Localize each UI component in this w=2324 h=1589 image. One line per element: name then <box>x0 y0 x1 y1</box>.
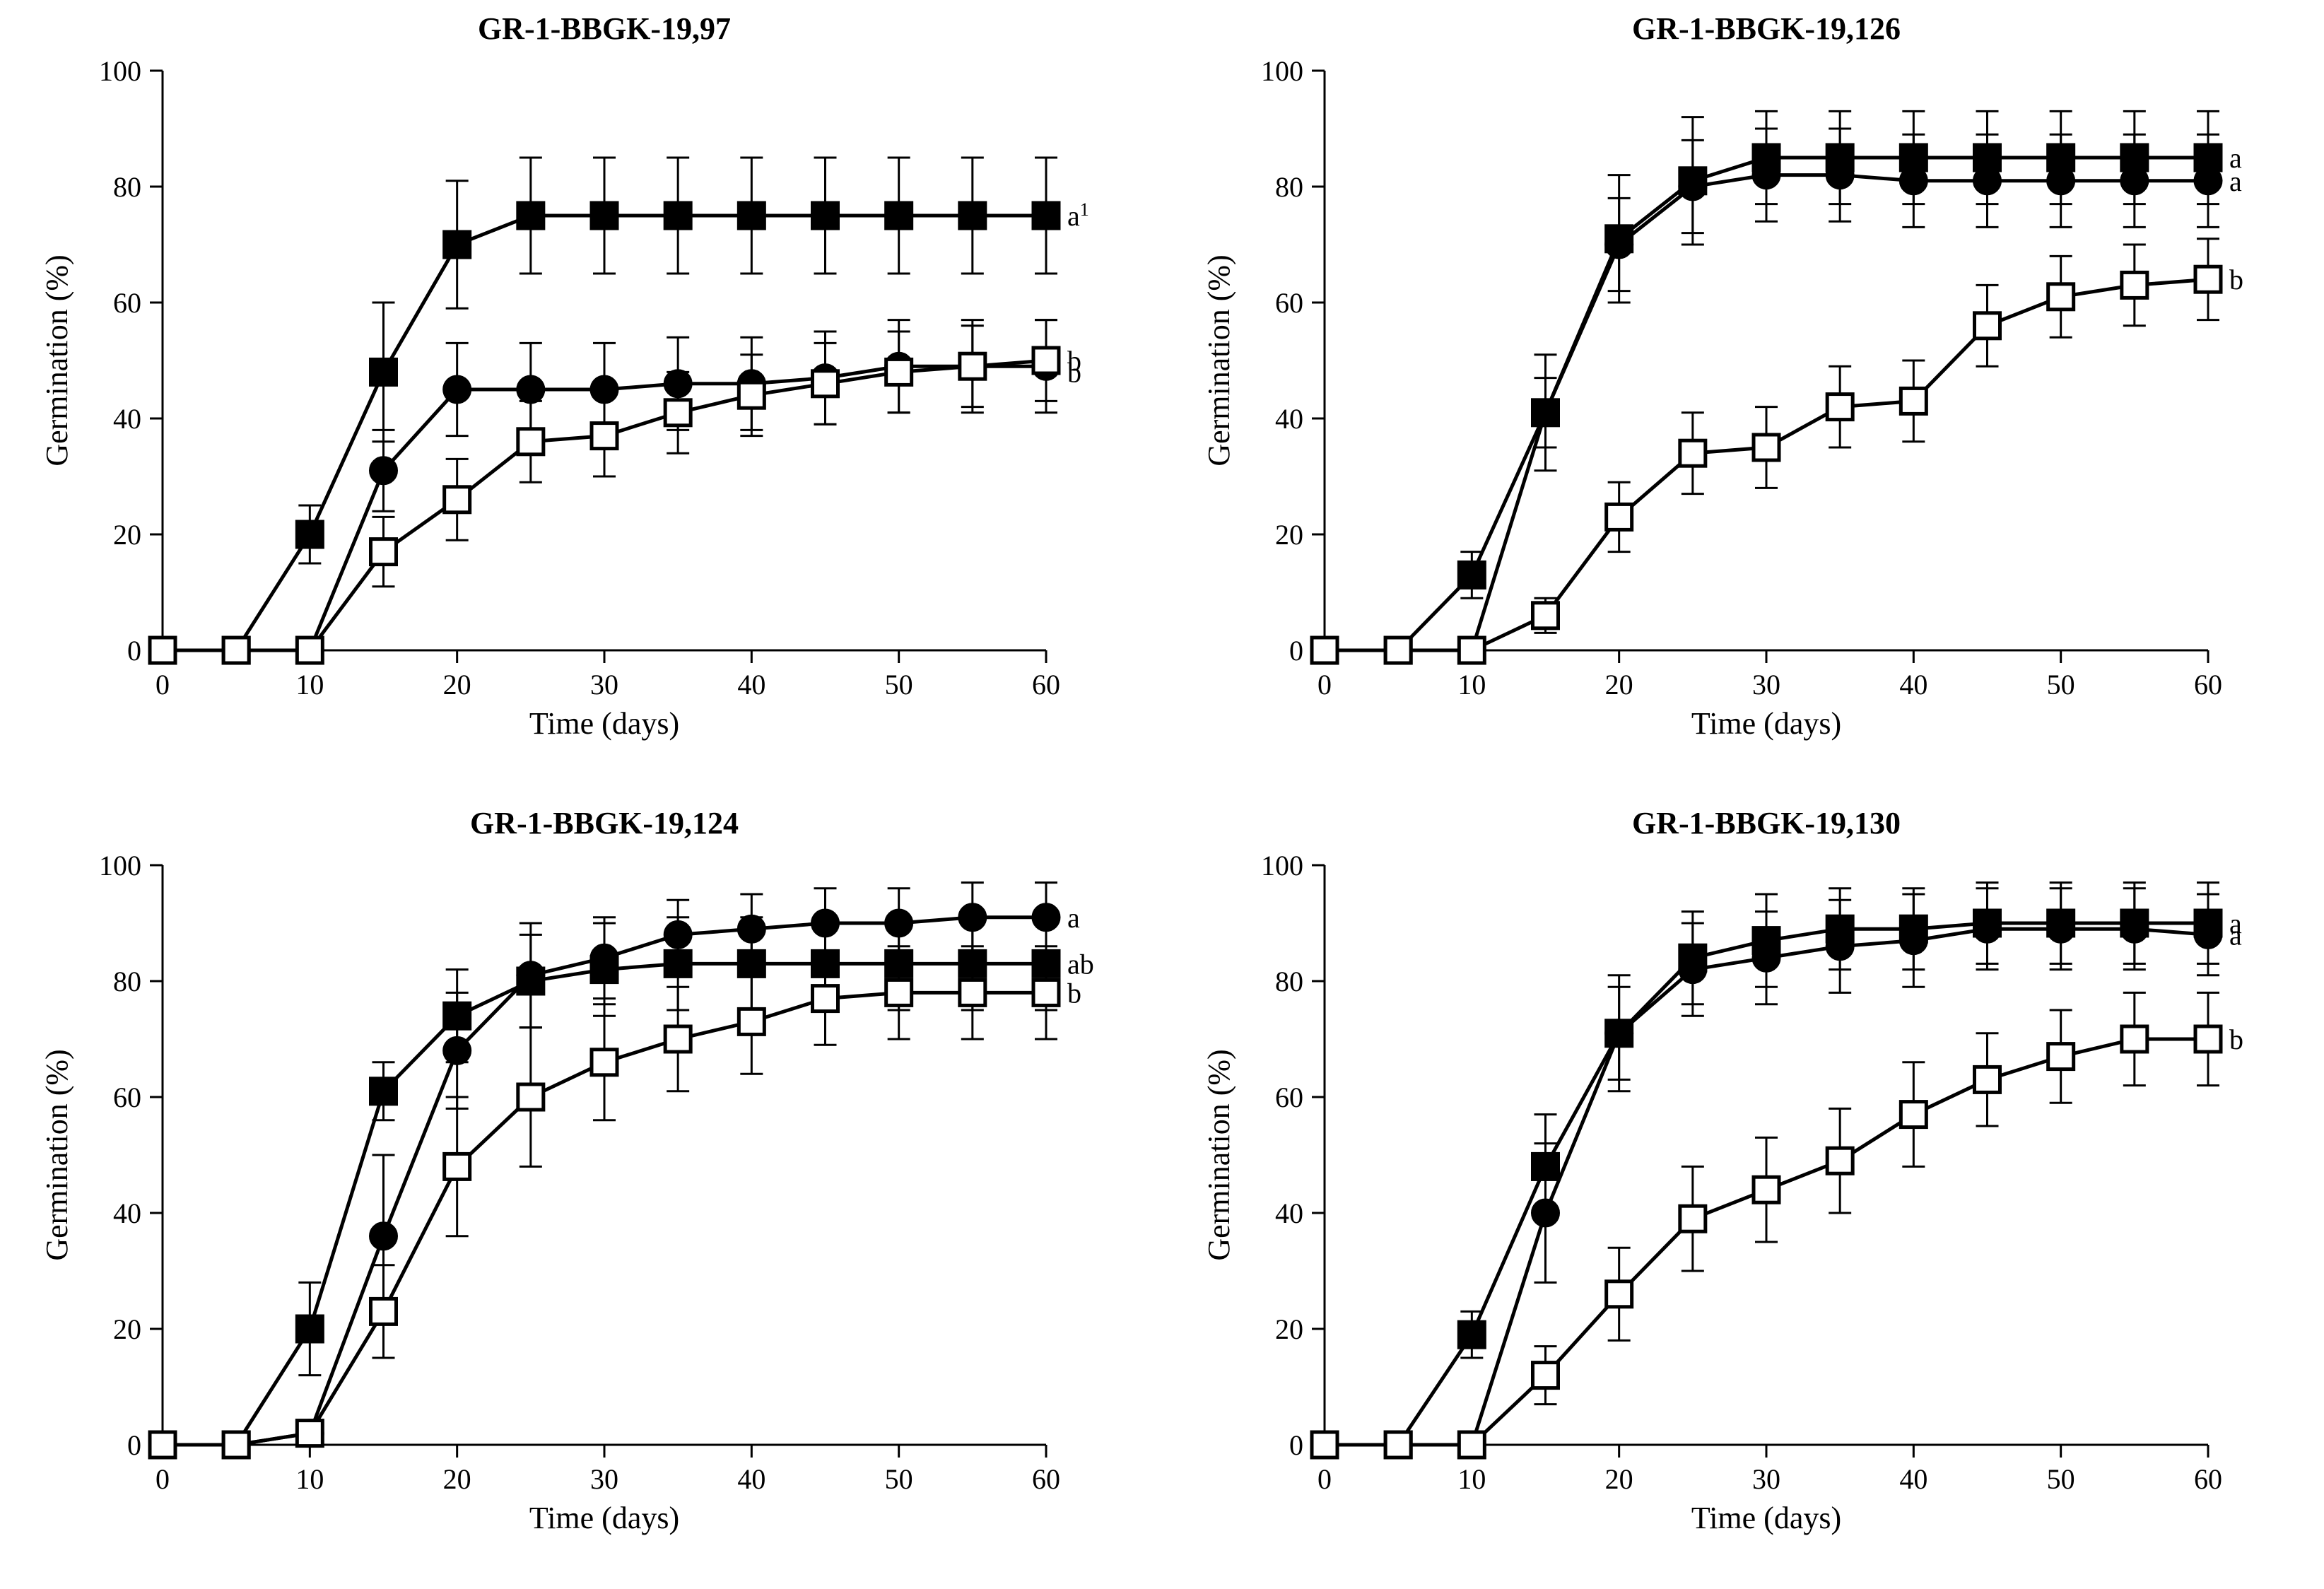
svg-text:20: 20 <box>1275 519 1303 551</box>
svg-text:0: 0 <box>1317 669 1332 700</box>
svg-text:60: 60 <box>1032 1463 1060 1495</box>
svg-text:40: 40 <box>113 1197 141 1229</box>
svg-text:20: 20 <box>443 1463 471 1495</box>
svg-text:40: 40 <box>737 1463 765 1495</box>
svg-text:60: 60 <box>113 1081 141 1113</box>
svg-text:20: 20 <box>443 669 471 700</box>
chart-title: GR-1-BBGK-19,97 <box>478 11 731 46</box>
series-group-label: b <box>1067 356 1081 388</box>
svg-text:40: 40 <box>1899 1463 1927 1495</box>
series-group-label: a <box>1067 902 1080 934</box>
panel-svg-97: GR-1-BBGK-19,97 0 10 20 30 40 50 60 0 20 40 60 80 100… <box>0 0 1162 794</box>
series-group-label: a <box>2229 919 2242 951</box>
svg-text:50: 50 <box>2047 1463 2075 1495</box>
svg-text:40: 40 <box>737 669 765 700</box>
svg-text:10: 10 <box>295 669 324 700</box>
chart-title: GR-1-BBGK-19,124 <box>470 806 739 840</box>
series-lines <box>1325 158 2208 650</box>
panel-svg-124: GR-1-BBGK-19,124 0 10 20 30 40 50 60 0 20 40 60 80 10… <box>0 794 1162 1589</box>
svg-text:50: 50 <box>885 669 913 700</box>
series-group-label: a1 <box>1067 199 1089 233</box>
series-group-label: b <box>2229 264 2243 295</box>
series-group-label: ab <box>1067 948 1094 980</box>
series-group-label: b <box>2229 1024 2243 1055</box>
panel-124: GR-1-BBGK-19,124 0 10 20 30 40 50 60 0 20 40 60 80 10… <box>0 794 1162 1589</box>
svg-text:50: 50 <box>885 1463 913 1495</box>
svg-text:30: 30 <box>590 1463 618 1495</box>
svg-text:60: 60 <box>1275 287 1303 319</box>
svg-text:80: 80 <box>113 171 141 203</box>
svg-text:100: 100 <box>1261 55 1303 87</box>
svg-text:60: 60 <box>1275 1081 1303 1113</box>
panel-130: GR-1-BBGK-19,130 0 10 20 30 40 50 60 0 20 40 60 80 10… <box>1162 794 2324 1589</box>
svg-text:10: 10 <box>295 1463 324 1495</box>
svg-text:60: 60 <box>2194 669 2222 700</box>
svg-text:100: 100 <box>99 850 141 881</box>
svg-text:100: 100 <box>99 55 141 87</box>
panel-svg-130: GR-1-BBGK-19,130 0 10 20 30 40 50 60 0 20 40 60 80 10… <box>1162 794 2324 1589</box>
x-axis-label: Time (days) <box>529 706 679 741</box>
svg-text:60: 60 <box>1032 669 1060 700</box>
svg-text:0: 0 <box>155 1463 170 1495</box>
svg-text:80: 80 <box>1275 966 1303 997</box>
svg-text:20: 20 <box>1605 669 1633 700</box>
svg-text:20: 20 <box>113 1313 141 1345</box>
svg-text:20: 20 <box>113 519 141 551</box>
chart-title: GR-1-BBGK-19,126 <box>1632 11 1901 46</box>
svg-text:80: 80 <box>113 966 141 997</box>
svg-text:40: 40 <box>1899 669 1927 700</box>
y-axis-label: Germination (%) <box>40 254 74 466</box>
svg-text:0: 0 <box>155 669 170 700</box>
x-axis-label: Time (days) <box>1691 706 1841 741</box>
svg-text:50: 50 <box>2047 669 2075 700</box>
svg-text:30: 30 <box>590 669 618 700</box>
chart-grid: GR-1-BBGK-19,970102030405060020406080100… <box>0 0 2324 1589</box>
svg-text:10: 10 <box>1457 1463 1486 1495</box>
panel-svg-126: GR-1-BBGK-19,126 0 10 20 30 40 50 60 0 20 40 60 80 10… <box>1162 0 2324 794</box>
series-markers <box>1312 145 2221 663</box>
panel-97: GR-1-BBGK-19,97 0 10 20 30 40 50 60 0 20 40 60 80 100… <box>0 0 1162 794</box>
y-axis-label: Germination (%) <box>40 1049 74 1260</box>
svg-text:10: 10 <box>1457 669 1486 700</box>
svg-text:0: 0 <box>1289 1429 1303 1461</box>
series-group-label: a <box>2229 165 2242 197</box>
svg-text:20: 20 <box>1275 1313 1303 1345</box>
panel-126: GR-1-BBGK-19,126 0 10 20 30 40 50 60 0 20 40 60 80 10… <box>1162 0 2324 794</box>
x-axis-label: Time (days) <box>529 1501 679 1535</box>
y-axis-label: Germination (%) <box>1202 1049 1236 1260</box>
svg-text:0: 0 <box>127 635 141 667</box>
svg-text:40: 40 <box>113 403 141 435</box>
svg-text:30: 30 <box>1752 1463 1780 1495</box>
svg-text:0: 0 <box>127 1429 141 1461</box>
svg-text:60: 60 <box>2194 1463 2222 1495</box>
chart-title: GR-1-BBGK-19,130 <box>1632 806 1901 840</box>
svg-text:100: 100 <box>1261 850 1303 881</box>
svg-text:0: 0 <box>1289 635 1303 667</box>
svg-text:0: 0 <box>1317 1463 1332 1495</box>
svg-text:20: 20 <box>1605 1463 1633 1495</box>
svg-text:80: 80 <box>1275 171 1303 203</box>
svg-text:60: 60 <box>113 287 141 319</box>
svg-text:40: 40 <box>1275 1197 1303 1229</box>
x-axis-label: Time (days) <box>1691 1501 1841 1535</box>
series-group-label: b <box>1067 977 1081 1009</box>
svg-text:40: 40 <box>1275 403 1303 435</box>
y-axis-label: Germination (%) <box>1202 254 1236 466</box>
svg-text:30: 30 <box>1752 669 1780 700</box>
